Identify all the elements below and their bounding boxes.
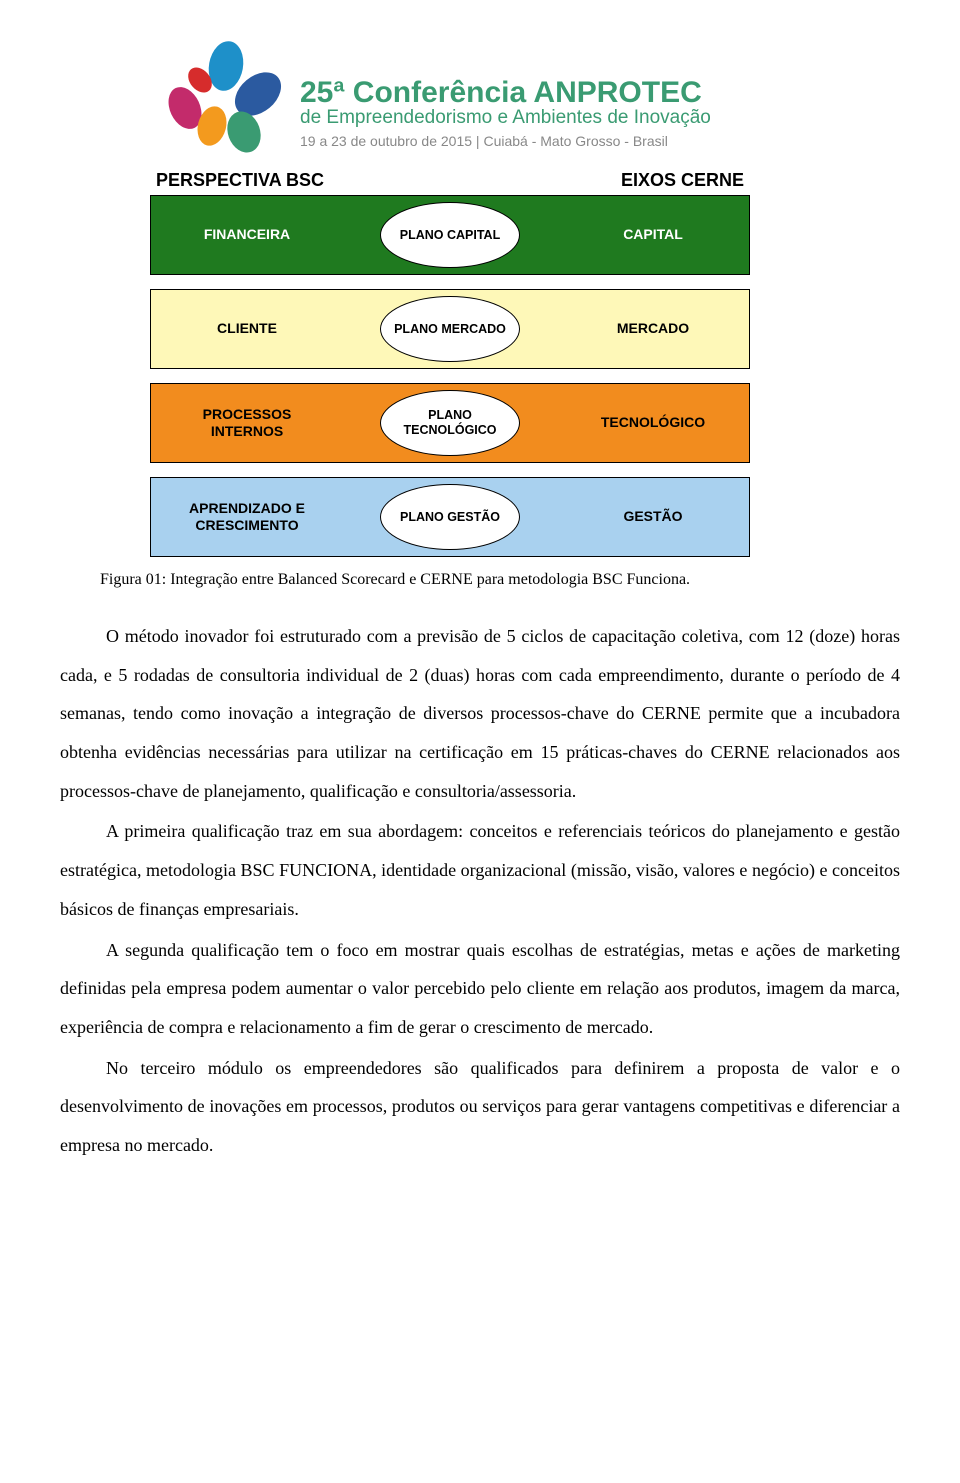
eixo-label: MERCADO — [583, 320, 723, 338]
plano-ellipse: PLANO CAPITAL — [380, 202, 520, 268]
conference-title: 25ª Conferência ANPROTEC — [300, 78, 711, 108]
eixo-label: TECNOLÓGICO — [583, 414, 723, 432]
body-paragraph: A primeira qualificação traz em sua abor… — [60, 812, 900, 928]
diagram-header-right: EIXOS CERNE — [621, 170, 744, 191]
diagram-header-left: PERSPECTIVA BSC — [156, 170, 324, 191]
diagram-row: APRENDIZADO E CRESCIMENTO GESTÃO PLANO GES… — [150, 477, 750, 557]
perspective-label: CLIENTE — [177, 320, 317, 338]
bsc-cerne-diagram: PERSPECTIVA BSC EIXOS CERNE FINANCEIRA CA… — [150, 170, 750, 557]
body-paragraph: O método inovador foi estruturado com a … — [60, 617, 900, 810]
conference-subtitle: de Empreendedorismo e Ambientes de Inova… — [300, 108, 711, 129]
figure-caption: Figura 01: Integração entre Balanced Sco… — [100, 571, 900, 589]
body-text: O método inovador foi estruturado com a … — [60, 617, 900, 1165]
conference-dates: 19 a 23 de outubro de 2015 | Cuiabá - Ma… — [300, 133, 711, 149]
perspective-label: FINANCEIRA — [177, 226, 317, 244]
eixo-label: GESTÃO — [583, 508, 723, 526]
plano-ellipse: PLANO GESTÃO — [380, 484, 520, 550]
eixo-label: CAPITAL — [583, 226, 723, 244]
diagram-row: CLIENTE MERCADO PLANO MERCADO — [150, 289, 750, 369]
perspective-label: APRENDIZADO E CRESCIMENTO — [177, 500, 317, 535]
perspective-label: PROCESSOS INTERNOS — [177, 406, 317, 441]
body-paragraph: A segunda qualificação tem o foco em mos… — [60, 931, 900, 1047]
plano-ellipse: PLANO MERCADO — [380, 296, 520, 362]
body-paragraph: No terceiro módulo os empreendedores são… — [60, 1049, 900, 1165]
diagram-row: FINANCEIRA CAPITAL PLANO CAPITAL — [150, 195, 750, 275]
logo-text-block: 25ª Conferência ANPROTEC de Empreendedor… — [300, 78, 711, 149]
petal-logo-icon — [150, 30, 290, 160]
conference-logo-block: 25ª Conferência ANPROTEC de Empreendedor… — [150, 30, 900, 160]
plano-ellipse: PLANO TECNOLÓGICO — [380, 390, 520, 456]
diagram-row: PROCESSOS INTERNOS TECNOLÓGICO PLANO TECNO… — [150, 383, 750, 463]
logo-row: 25ª Conferência ANPROTEC de Empreendedor… — [150, 30, 900, 160]
diagram-header-row: PERSPECTIVA BSC EIXOS CERNE — [150, 170, 750, 191]
